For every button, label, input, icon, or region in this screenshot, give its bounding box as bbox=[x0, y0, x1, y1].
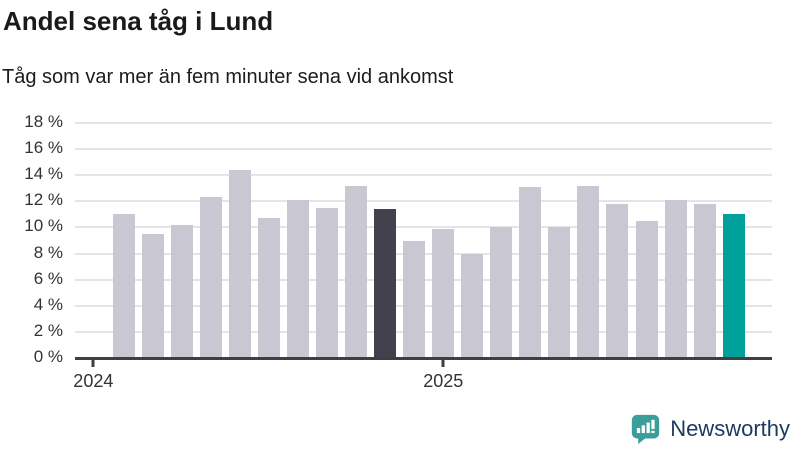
bar-2024-02 bbox=[112, 214, 135, 358]
bar-2024-05 bbox=[199, 197, 222, 358]
y-tick-label: 10 % bbox=[24, 216, 63, 236]
bar-2024-11-comparison bbox=[374, 209, 397, 358]
y-axis-labels: 0 % 2 % 4 % 6 % 8 % 10 % 12 % 14 % 16 % 18 % bbox=[0, 112, 63, 366]
bar-2025-11-latest bbox=[722, 214, 745, 358]
bar-2025-03 bbox=[490, 227, 513, 358]
bar-2025-01 bbox=[432, 228, 455, 358]
chart-title: Andel sena tåg i Lund bbox=[3, 6, 274, 36]
x-axis: 2024 2025 bbox=[73, 359, 772, 404]
bar-2025-07 bbox=[606, 203, 629, 358]
brand-footer: Newsworthy bbox=[630, 413, 790, 444]
y-tick-label: 12 % bbox=[24, 190, 63, 210]
newsworthy-logo-icon bbox=[632, 414, 660, 444]
plot-area bbox=[75, 122, 772, 360]
x-tick-label-2024: 2024 bbox=[73, 371, 114, 391]
bar-2025-08 bbox=[635, 220, 658, 358]
bar-2025-04 bbox=[519, 186, 542, 358]
gridline-14-percent bbox=[75, 174, 772, 177]
y-tick-label: 4 % bbox=[33, 294, 63, 314]
gridline-12-percent bbox=[75, 200, 772, 203]
bar-2025-09 bbox=[664, 200, 687, 358]
bar-2024-07 bbox=[257, 218, 280, 358]
y-tick-label: 8 % bbox=[33, 242, 63, 262]
x-tick-2024 bbox=[91, 359, 95, 367]
bar-2025-10 bbox=[693, 203, 716, 358]
y-tick-label: 2 % bbox=[33, 320, 63, 340]
x-axis-line bbox=[75, 357, 772, 360]
bar-2024-06 bbox=[228, 170, 251, 358]
bar-2024-03 bbox=[141, 233, 164, 358]
chart-subtitle: Tåg som var mer än fem minuter sena vid … bbox=[2, 66, 454, 88]
gridline-16-percent bbox=[75, 148, 772, 151]
gridline-18-percent bbox=[75, 122, 772, 124]
bar-2025-02 bbox=[461, 253, 484, 358]
x-tick-2025 bbox=[441, 359, 445, 367]
bar-2025-06 bbox=[577, 185, 600, 358]
y-tick-label: 0 % bbox=[33, 347, 63, 366]
bar-2025-05 bbox=[548, 227, 571, 358]
brand-name: Newsworthy bbox=[670, 415, 790, 441]
bar-2024-09 bbox=[315, 207, 338, 358]
bar-2024-10 bbox=[344, 185, 367, 358]
bar-2024-12 bbox=[403, 240, 426, 358]
y-tick-label: 18 % bbox=[24, 112, 63, 131]
x-tick-label-2025: 2025 bbox=[423, 371, 464, 391]
bar-2024-04 bbox=[170, 224, 193, 358]
gridline-10-percent bbox=[75, 226, 772, 229]
y-tick-label: 6 % bbox=[33, 268, 63, 288]
y-tick-label: 16 % bbox=[24, 138, 63, 158]
y-tick-label: 14 % bbox=[24, 164, 63, 184]
bar-2024-08 bbox=[286, 200, 309, 358]
